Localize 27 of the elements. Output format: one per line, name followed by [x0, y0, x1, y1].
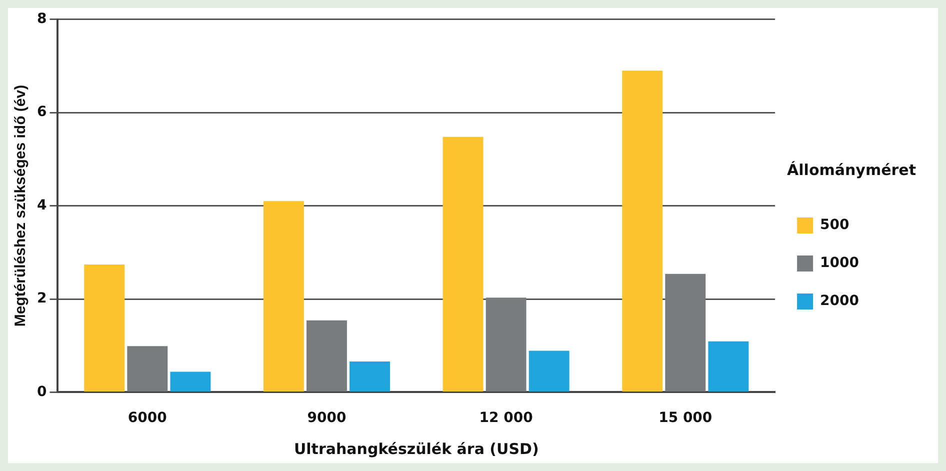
bar	[306, 320, 347, 392]
bar	[528, 350, 570, 392]
x-tick-label: 15 000	[658, 410, 712, 426]
bar	[622, 70, 663, 392]
bar	[708, 341, 749, 392]
y-tick-label: 6	[36, 104, 47, 120]
bar	[350, 361, 390, 392]
x-tick-label: 9000	[307, 410, 346, 426]
y-tick-label: 8	[36, 11, 47, 28]
bar	[665, 274, 706, 392]
y-tick-label: 4	[36, 197, 47, 214]
y-tick-label: 2	[36, 290, 47, 307]
bar	[263, 201, 304, 392]
bar	[442, 136, 484, 392]
legend-label: 1000	[820, 255, 860, 272]
y-tick-label: 0	[36, 384, 47, 400]
legend-label: 500	[820, 217, 850, 234]
bar	[486, 298, 526, 392]
y-axis-title: Megtérüléshez szükséges idő (év)	[12, 84, 30, 327]
bar	[170, 372, 211, 392]
x-tick-label: 6000	[128, 410, 168, 426]
bar	[127, 346, 168, 392]
legend-label: 2000	[820, 293, 860, 310]
bar	[84, 264, 125, 392]
x-tick-label: 12 000	[479, 410, 534, 426]
legend-title: Állományméret	[787, 160, 916, 179]
x-axis-title: Ultrahangkészülék ára (USD)	[294, 440, 539, 458]
